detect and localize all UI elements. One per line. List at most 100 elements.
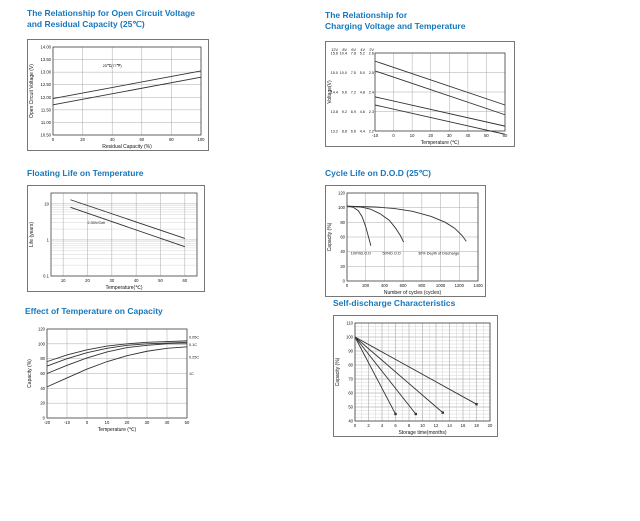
svg-text:7.5: 7.5 (351, 71, 356, 75)
svg-text:Temperature(℃): Temperature(℃) (105, 285, 142, 291)
chart-panel-floating-life: Floating Life on Temperature 10 20 30 40 50 6… (27, 168, 229, 292)
svg-text:20: 20 (125, 420, 130, 425)
svg-text:Voltage(V): Voltage(V) (327, 80, 333, 104)
svg-text:100: 100 (346, 334, 354, 339)
svg-text:40: 40 (110, 137, 115, 142)
svg-text:12V: 12V (331, 48, 338, 52)
svg-text:14.00: 14.00 (41, 45, 52, 50)
svg-text:7.8: 7.8 (351, 52, 356, 56)
svg-text:80: 80 (348, 362, 353, 367)
svg-text:2.3: 2.3 (369, 110, 374, 114)
svg-text:10: 10 (420, 423, 425, 428)
svg-text:120: 120 (38, 326, 46, 331)
svg-text:15.6: 15.6 (331, 52, 338, 56)
svg-text:40: 40 (165, 420, 170, 425)
svg-text:90: 90 (348, 348, 353, 353)
svg-text:13.00: 13.00 (41, 70, 52, 75)
svg-text:70: 70 (348, 376, 353, 381)
svg-text:Capacity (%): Capacity (%) (327, 222, 333, 251)
svg-text:20: 20 (428, 133, 433, 138)
chart-panel-charging-voltage-temperature: The Relationship for Charging Voltage an… (325, 10, 537, 148)
svg-text:60: 60 (340, 234, 345, 239)
svg-text:0: 0 (346, 283, 349, 288)
svg-text:120: 120 (338, 190, 346, 195)
svg-text:50: 50 (348, 404, 353, 409)
svg-text:20: 20 (340, 263, 345, 268)
svg-text:2.5: 2.5 (369, 71, 374, 75)
svg-text:15.0: 15.0 (331, 71, 338, 75)
chart-title-line: Self-discharge Characteristics (333, 298, 456, 308)
svg-text:10.50: 10.50 (41, 133, 52, 138)
chart-title-line: Charging Voltage and Temperature (325, 20, 466, 31)
svg-text:10: 10 (105, 420, 110, 425)
svg-text:25℃(77℉): 25℃(77℉) (103, 64, 123, 68)
svg-text:600: 600 (400, 283, 408, 288)
svg-text:40: 40 (466, 133, 471, 138)
svg-text:4.4: 4.4 (360, 130, 365, 134)
svg-text:Life (years): Life (years) (29, 221, 35, 246)
svg-text:Capacity (%): Capacity (%) (335, 357, 341, 386)
svg-text:8.8: 8.8 (342, 130, 347, 134)
svg-text:0.25C: 0.25C (189, 355, 199, 359)
svg-text:16: 16 (461, 423, 466, 428)
svg-text:2: 2 (367, 423, 370, 428)
chart-title-line: Floating Life on Temperature (27, 168, 144, 178)
svg-text:20: 20 (80, 137, 85, 142)
svg-text:7.2: 7.2 (351, 91, 356, 95)
svg-text:0: 0 (343, 278, 346, 283)
svg-text:8: 8 (408, 423, 411, 428)
floating-life-vs-temperature-chart: 10 20 30 40 50 60 0.1 1 10 2.30V/Cell Temperature(… (27, 184, 205, 292)
chart-title-line: Effect of Temperature on Capacity (25, 306, 163, 316)
svg-text:40: 40 (348, 418, 353, 423)
svg-text:400: 400 (381, 283, 389, 288)
svg-text:5.2: 5.2 (360, 52, 365, 56)
svg-text:80: 80 (169, 137, 174, 142)
svg-text:12: 12 (434, 423, 439, 428)
svg-text:6.9: 6.9 (351, 110, 356, 114)
svg-text:5.0: 5.0 (360, 71, 365, 75)
svg-text:0: 0 (43, 415, 46, 420)
svg-text:60: 60 (182, 278, 187, 283)
chart-title: Self-discharge Characteristics (333, 298, 538, 309)
svg-text:14: 14 (447, 423, 452, 428)
svg-text:30% Depth of Discharge: 30% Depth of Discharge (418, 251, 459, 255)
svg-text:60: 60 (503, 133, 508, 138)
svg-text:6: 6 (394, 423, 397, 428)
svg-text:Number of cycles (cycles): Number of cycles (cycles) (384, 290, 442, 296)
svg-text:30: 30 (109, 278, 114, 283)
svg-text:-20: -20 (44, 420, 51, 425)
svg-text:8V: 8V (342, 48, 347, 52)
svg-text:40: 40 (40, 385, 45, 390)
svg-text:60: 60 (139, 137, 144, 142)
chart-title: The Relationship for Open Circuit Voltag… (27, 8, 229, 29)
svg-text:10.4: 10.4 (340, 52, 347, 56)
svg-text:-10: -10 (64, 420, 71, 425)
svg-text:9.2: 9.2 (342, 110, 347, 114)
svg-text:2.30V/Cell: 2.30V/Cell (88, 220, 106, 224)
svg-text:80: 80 (40, 356, 45, 361)
svg-text:2.2: 2.2 (369, 130, 374, 134)
svg-text:1C: 1C (189, 372, 194, 376)
svg-text:1400: 1400 (473, 283, 483, 288)
svg-text:20: 20 (488, 423, 493, 428)
chart-title-line: and Residual Capacity (25℃) (27, 18, 145, 29)
svg-text:-10: -10 (372, 133, 379, 138)
svg-text:0: 0 (52, 137, 55, 142)
svg-text:20: 20 (85, 278, 90, 283)
svg-text:30: 30 (447, 133, 452, 138)
svg-text:Open Circuit Voltage (V): Open Circuit Voltage (V) (29, 64, 35, 118)
svg-text:50: 50 (185, 420, 190, 425)
svg-text:10: 10 (61, 278, 66, 283)
svg-text:50: 50 (484, 133, 489, 138)
svg-text:100: 100 (38, 341, 46, 346)
svg-text:0: 0 (392, 133, 395, 138)
svg-text:9.6: 9.6 (342, 91, 347, 95)
svg-text:30: 30 (145, 420, 150, 425)
chart-panel-cycle-life-dod: Cycle Life on D.O.D (25℃) 0 200 400 600 800 1… (325, 168, 537, 297)
svg-text:50%D.O.D: 50%D.O.D (383, 251, 401, 255)
svg-text:Residual Capacity (%): Residual Capacity (%) (102, 144, 152, 150)
svg-text:40: 40 (134, 278, 139, 283)
svg-text:14.4: 14.4 (331, 91, 338, 95)
svg-text:100: 100 (338, 205, 346, 210)
chart-title: Effect of Temperature on Capacity (25, 306, 237, 317)
